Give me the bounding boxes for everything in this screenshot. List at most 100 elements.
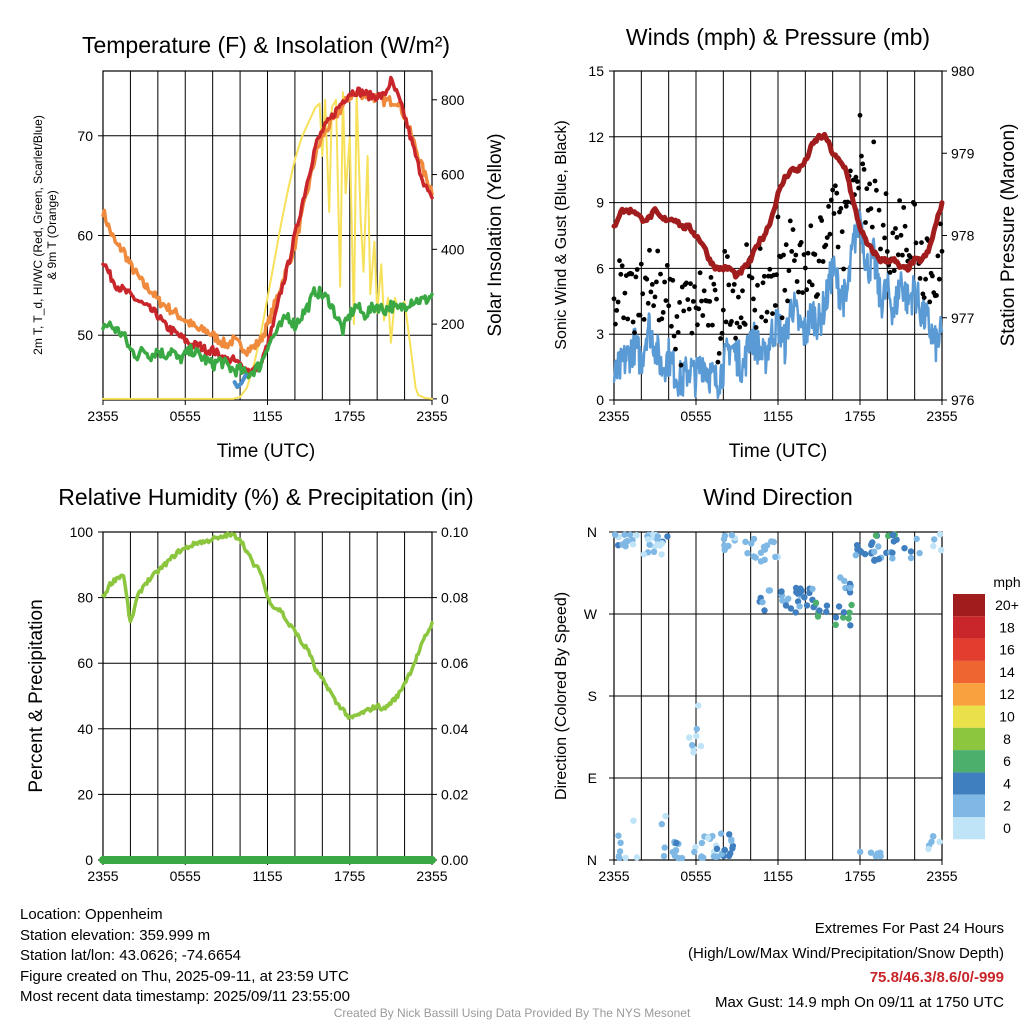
gust-point [920,291,926,297]
gust-point [731,282,737,287]
gust-point [921,295,927,300]
gust-point [936,276,942,282]
wind-direction-point [626,531,634,538]
wind-direction-xtick-label: 1755 [844,868,875,884]
speed-legend-label: 6 [1003,753,1011,769]
temperature-ytick-right-label: 800 [441,92,465,108]
max-gust: Max Gust: 14.9 mph On 09/11 at 1750 UTC [714,993,1004,1011]
temperature-xtick-label: 1155 [252,408,282,424]
winds-right-axis-label: Station Pressure (Maroon) [998,124,1019,347]
gust-point [835,244,841,250]
wind-direction-point [617,839,624,846]
gust-point [671,333,677,339]
wind-direction-ytick-label: S [588,688,597,704]
gust-point [864,186,870,192]
gust-point [619,263,625,269]
gust-point [868,206,874,212]
wind-direction-point [695,702,702,709]
gust-point [615,299,621,305]
gust-point [787,218,793,224]
wind-direction-title: Wind Direction [703,484,853,510]
gust-point [684,280,689,286]
gust-point [839,229,845,235]
humidity-xtick-label: 1155 [252,868,282,884]
gust-point [884,249,890,254]
gust-point [632,330,637,336]
wind-direction-point [796,603,803,610]
gust-point [637,312,643,318]
gust-point [927,299,933,305]
gust-point [845,199,851,205]
temperature-xtick-label: 2355 [87,408,118,424]
gust-point [613,321,618,327]
gust-point [618,271,624,277]
wind-direction-point [662,812,669,820]
gust-point [901,205,907,210]
humidity-ytick-right-label: 0.00 [441,852,468,868]
gust-point [647,247,652,253]
wind-direction-point [925,845,932,853]
wind-direction-point [692,844,699,851]
gust-point [697,270,703,276]
wind-direction-point [928,838,935,845]
winds-xtick-label: 2355 [926,408,957,424]
humidity-title: Relative Humidity (%) & Precipitation (i… [58,484,473,510]
wind-direction-point [782,602,790,609]
gust-point [716,351,722,356]
gust-point [651,303,656,309]
gust-point [796,289,801,295]
wind-direction-point [853,542,861,549]
wind-direction-point [871,548,878,555]
gust-point [785,298,790,304]
wind-direction-ytick-label: N [587,524,597,540]
winds-ytick-right-label: 980 [951,63,975,79]
wind-direction-point [840,609,848,616]
speed-legend-label: 12 [999,686,1015,702]
wind-direction-point [814,613,822,620]
wind-direction-point [809,585,816,593]
humidity-xtick-label: 1755 [334,868,365,884]
gust-point [792,258,797,263]
speed-legend-title: mph [993,574,1020,590]
wind-direction-point [698,853,705,860]
wind-direction-point [847,622,854,629]
speed-legend-swatch [953,660,985,684]
gust-point [819,218,825,223]
gust-point [823,242,829,248]
gust-point [699,298,704,304]
speed-legend-label: 18 [999,619,1015,635]
gust-point [695,322,700,328]
temperature-left-axis-label: 2m T, T_d, HI/WC (Red, Green, Scarlet/Bl… [31,115,59,355]
gust-point [786,268,792,274]
winds-xtick-label: 1155 [763,408,793,424]
wind-direction-point [704,834,712,842]
wind-direction-point [630,817,637,824]
humidity-left-axis-label: Percent & Precipitation [26,599,47,792]
gust-point [654,279,659,285]
wind-direction-point [633,532,640,539]
winds-ytick-right-label: 977 [951,310,975,326]
wind-direction-point [871,556,878,563]
temperature-ytick-right-label: 400 [441,241,465,257]
gust-point [794,279,800,284]
gust-point [859,153,864,159]
gust-point [759,314,764,320]
gust-point [708,275,714,280]
speed-legend-swatch [953,750,985,773]
sonic-wind-line [612,208,944,400]
gust-point [872,178,878,184]
wind-direction-point [725,852,733,859]
wind-direction-point [868,541,875,549]
gust-point [725,254,730,259]
gust-point [734,320,740,326]
station-elevation: Station elevation: 359.999 m [20,926,211,944]
gust-point [712,287,718,293]
humidity-ytick-right-label: 0.08 [441,590,468,606]
wind-direction-point [801,594,808,601]
gust-point [789,249,795,254]
gust-point [719,330,725,336]
wind-direction-point [907,548,915,555]
wind-direction-point [846,584,854,592]
gust-point [752,307,758,313]
wind-direction-point [792,584,800,592]
